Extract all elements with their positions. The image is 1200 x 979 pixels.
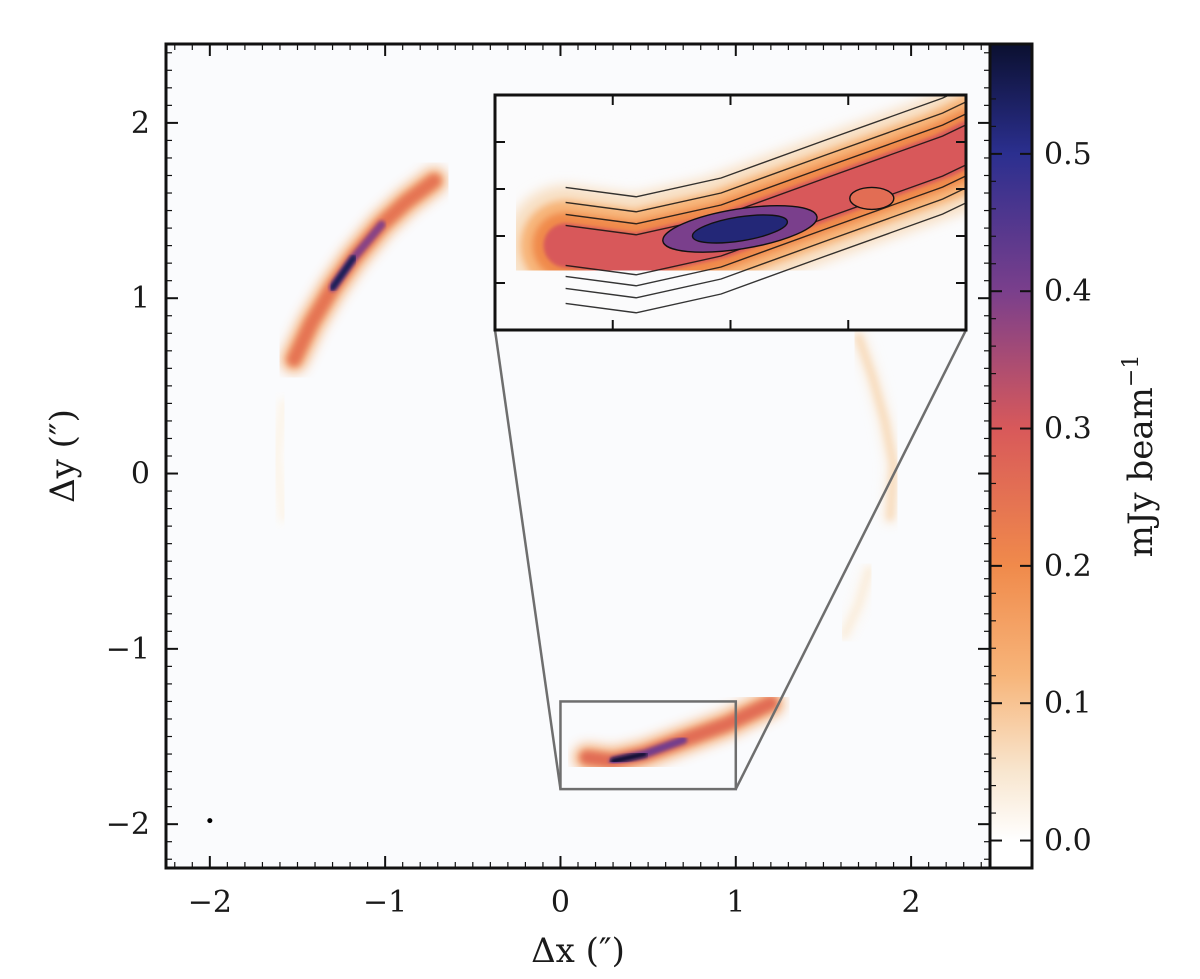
inset-knot: [849, 186, 895, 211]
colorbar-tick-label: 0.2: [1044, 549, 1092, 584]
colorbar-ticks: 0.0 0.1 0.2 0.3 0.4 0.5: [990, 98, 1092, 859]
inset-panel: [493, 93, 968, 332]
y-tick-label: 1: [131, 281, 150, 316]
arc-upper-left-arc: [281, 167, 448, 373]
colorbar-tick-label: 0.1: [1044, 686, 1092, 721]
beam-marker: [207, 818, 213, 824]
colorbar-gradient: [990, 44, 1032, 868]
x-tick-label: 1: [726, 885, 745, 920]
zoom-box: [559, 700, 738, 791]
inset-contour: [565, 113, 966, 225]
connector-right: [734, 329, 968, 790]
arc-body: [841, 566, 873, 639]
y-axis-label: Δy (″): [43, 409, 83, 503]
arc-lower-arc: [573, 690, 784, 775]
arc-core: [329, 254, 357, 291]
colorbar-label-exponent: −1: [1119, 355, 1144, 387]
x-axis-label: Δx (″): [531, 931, 625, 971]
inset-ticks: [495, 95, 966, 330]
x-tick-label: 0: [551, 885, 570, 920]
y-tick-label: 2: [131, 106, 150, 141]
x-tick-label: 2: [902, 885, 921, 920]
colorbar: 0.0 0.1 0.2 0.3 0.4 0.5 mJy beam−1: [988, 42, 1161, 870]
image-layer: [269, 167, 901, 775]
inset-contour: [565, 202, 966, 314]
colorbar-label: mJy beam−1: [1119, 355, 1161, 558]
arc-right-arc: [851, 329, 901, 525]
x-tick-label: −1: [363, 885, 407, 920]
arc-body: [273, 399, 287, 521]
x-tick-label: −2: [188, 885, 232, 920]
connector-left: [493, 329, 562, 790]
arc-lower-right-arc: [837, 563, 876, 642]
zoom-connectors: [493, 329, 968, 790]
emission-arcs: [269, 167, 901, 775]
colorbar-tick-label: 0.4: [1044, 274, 1092, 309]
x-axis: −2 −1 0 1 2: [174, 44, 982, 920]
inset-zoomed-arc: [505, 95, 966, 315]
colorbar-tick-label: 0.5: [1044, 137, 1092, 172]
colorbar-tick-label: 0.3: [1044, 412, 1092, 447]
inset-core-inner: [691, 214, 789, 244]
colorbar-tick-label: 0.0: [1044, 824, 1092, 859]
inset-contour: [565, 95, 951, 198]
inset-contour: [565, 124, 966, 236]
y-tick-label: −1: [106, 632, 150, 667]
inset-contour: [565, 101, 966, 213]
y-tick-label: −2: [106, 807, 150, 842]
arc-faint-left-arc: [269, 396, 291, 525]
colorbar-label-unit: mJy beam: [1121, 387, 1161, 557]
arc-core: [610, 751, 648, 765]
arc-body: [855, 333, 898, 521]
inset-contour: [565, 175, 966, 287]
y-tick-label: 0: [131, 457, 150, 492]
